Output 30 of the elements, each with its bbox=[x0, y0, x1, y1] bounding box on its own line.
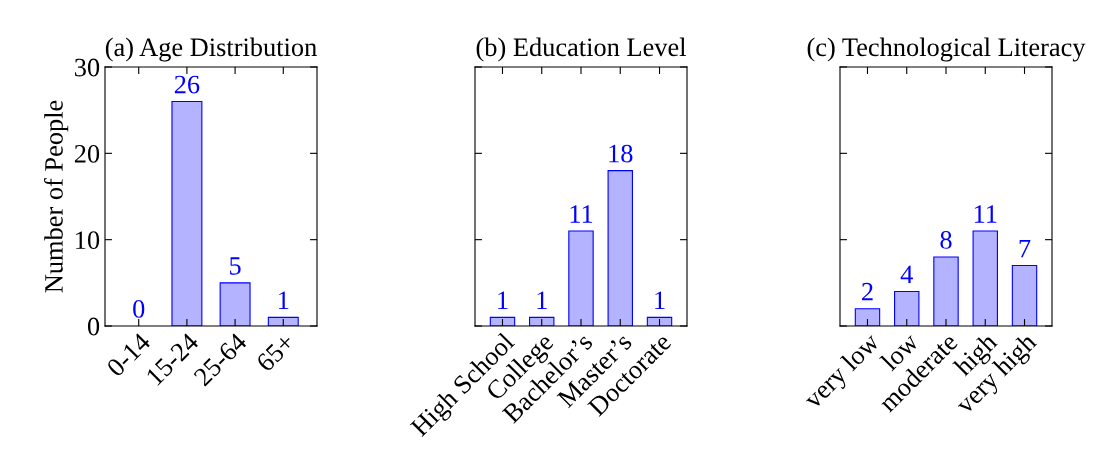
y-tick-label: 20 bbox=[74, 144, 100, 163]
y-tick-label: 10 bbox=[76, 231, 100, 250]
bar bbox=[972, 230, 998, 326]
data-label: 5 bbox=[230, 257, 241, 275]
bar bbox=[894, 290, 920, 326]
data-label: 1 bbox=[279, 291, 289, 309]
data-label: 8 bbox=[940, 230, 952, 249]
y-tick-label: 0 bbox=[87, 317, 100, 336]
bar bbox=[171, 100, 203, 326]
y-axis-title: Number of People bbox=[44, 100, 69, 293]
chart-title: (c) Technological Literacy bbox=[807, 37, 1086, 62]
bar bbox=[219, 282, 251, 326]
data-label: 11 bbox=[570, 205, 593, 223]
data-label: 0 bbox=[133, 300, 145, 318]
data-label: 4 bbox=[900, 265, 913, 284]
chart-title: (a) Age Distribution bbox=[105, 37, 317, 62]
x-tick-label: 65+ bbox=[255, 332, 296, 373]
data-label: 18 bbox=[609, 144, 633, 163]
data-label: 26 bbox=[174, 75, 200, 94]
data-label: 11 bbox=[974, 205, 997, 223]
data-label: 1 bbox=[655, 291, 665, 309]
data-label: 2 bbox=[862, 282, 873, 301]
data-label: 7 bbox=[1019, 239, 1031, 258]
data-label: 1 bbox=[537, 291, 547, 309]
bar bbox=[933, 256, 959, 326]
bar bbox=[1011, 265, 1038, 326]
bar bbox=[854, 308, 881, 326]
data-label: 1 bbox=[498, 291, 508, 309]
chart-title: (b) Education Level bbox=[476, 37, 686, 62]
y-tick-label: 30 bbox=[75, 58, 100, 77]
